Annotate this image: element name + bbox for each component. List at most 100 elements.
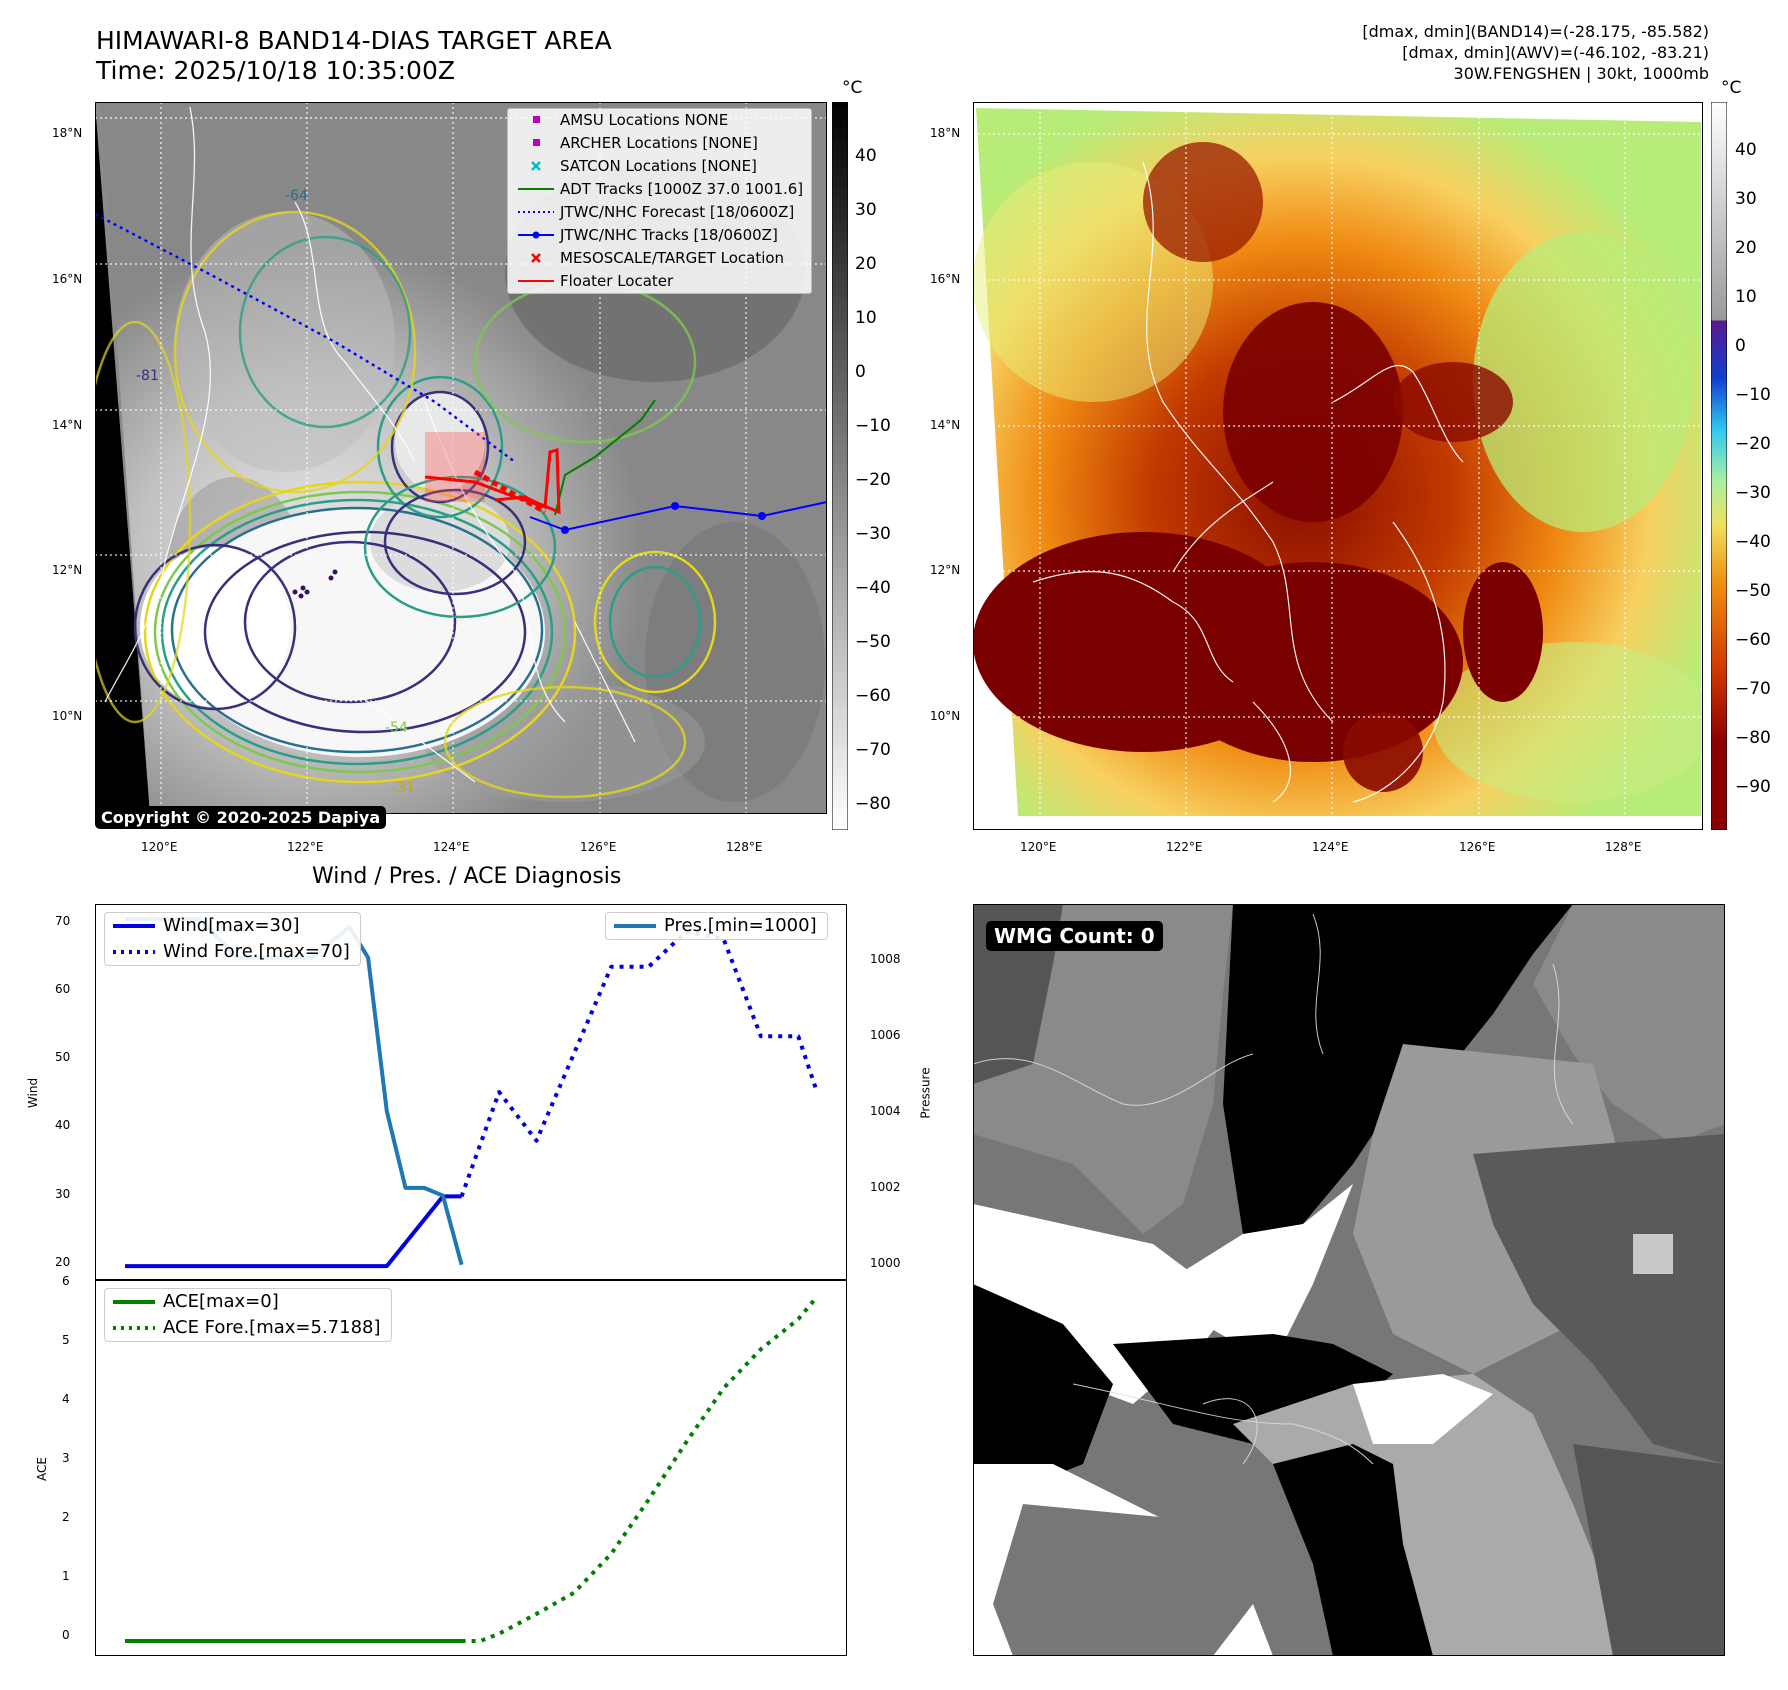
dotted-line-icon bbox=[113, 1326, 155, 1330]
info-band14: [dmax, dmin](BAND14)=(-28.175, -85.582) bbox=[1362, 22, 1709, 41]
pressure-ytick: 1000 bbox=[870, 1256, 901, 1270]
ace-ytick: 2 bbox=[62, 1510, 70, 1524]
wv-cb-tick: −90 bbox=[1735, 777, 1771, 797]
ir-cb-tick: −20 bbox=[855, 470, 891, 490]
ir-cb-tick: −30 bbox=[855, 524, 891, 544]
ir-cb-tick: −40 bbox=[855, 578, 891, 598]
wind-legend: Wind[max=30] Wind Fore.[max=70] bbox=[104, 912, 361, 966]
ace-ytick: 5 bbox=[62, 1333, 70, 1347]
diagnosis-title: Wind / Pres. / ACE Diagnosis bbox=[312, 864, 622, 889]
plot-frame bbox=[95, 1280, 847, 1656]
wv-lon-tick: 120°E bbox=[1020, 840, 1057, 854]
figure-title: HIMAWARI-8 BAND14-DIAS TARGET AREA bbox=[96, 26, 612, 55]
legend-item-satcon: SATCON Locations [NONE] bbox=[508, 155, 811, 178]
wv-lon-tick: 126°E bbox=[1459, 840, 1496, 854]
dotted-line-icon bbox=[518, 211, 554, 213]
wv-cb-tick: −80 bbox=[1735, 728, 1771, 748]
ir-lon-tick: 122°E bbox=[287, 840, 324, 854]
legend-item-floater: Floater Locater bbox=[508, 270, 811, 293]
ir-lat-tick: 12°N bbox=[52, 563, 83, 577]
info-awv: [dmax, dmin](AWV)=(-46.102, -83.21) bbox=[1402, 43, 1709, 62]
solid-line-icon bbox=[113, 924, 155, 928]
ir-contour-label-81: -81 bbox=[136, 368, 159, 384]
wv-lon-tick: 122°E bbox=[1166, 840, 1203, 854]
square-marker-icon bbox=[533, 116, 540, 123]
pressure-ytick: 1002 bbox=[870, 1180, 901, 1194]
ir-colorbar-unit: °C bbox=[842, 78, 863, 98]
wv-cb-tick: 0 bbox=[1735, 336, 1746, 356]
wv-lat-tick: 12°N bbox=[930, 563, 961, 577]
copyright-badge: Copyright © 2020-2025 Dapiya bbox=[95, 806, 387, 829]
legend-item-ace: ACE[max=0] bbox=[105, 1289, 391, 1315]
wv-lon-tick: 128°E bbox=[1605, 840, 1642, 854]
ir-cb-tick: −50 bbox=[855, 632, 891, 652]
wv-cb-tick: −70 bbox=[1735, 679, 1771, 699]
legend-item-jtwc-tracks: JTWC/NHC Tracks [18/0600Z] bbox=[508, 224, 811, 247]
square-marker-icon bbox=[533, 139, 540, 146]
ir-contour-label-31: -31 bbox=[392, 780, 415, 796]
ir-lon-tick: 124°E bbox=[433, 840, 470, 854]
wind-ytick: 30 bbox=[55, 1187, 71, 1201]
ace-legend: ACE[max=0] ACE Fore.[max=5.7188] bbox=[104, 1288, 392, 1342]
ir-lat-tick: 18°N bbox=[52, 126, 83, 140]
ir-cb-tick: 40 bbox=[855, 146, 877, 166]
ir-legend: AMSU Locations NONE ARCHER Locations [NO… bbox=[507, 108, 813, 294]
ir-map bbox=[95, 102, 827, 814]
wind-ytick: 50 bbox=[55, 1050, 71, 1064]
wmg-map bbox=[973, 904, 1725, 1656]
figure-time: Time: 2025/10/18 10:35:00Z bbox=[96, 56, 455, 85]
x-marker-icon bbox=[531, 253, 541, 263]
legend-item-wind: Wind[max=30] bbox=[105, 913, 360, 939]
wv-cb-tick: −20 bbox=[1735, 434, 1771, 454]
ace-ytick: 1 bbox=[62, 1569, 70, 1583]
ir-contour-label-54: -54 bbox=[385, 720, 408, 736]
ace-ytick: 6 bbox=[62, 1274, 70, 1288]
solid-line-icon bbox=[113, 1300, 155, 1304]
ir-lat-tick: 14°N bbox=[52, 418, 83, 432]
wmg-count-badge: WMG Count: 0 bbox=[986, 921, 1163, 951]
pressure-ytick: 1004 bbox=[870, 1104, 901, 1118]
plot-frame bbox=[95, 904, 847, 1280]
series-line-1 bbox=[461, 1295, 819, 1643]
x-marker-icon bbox=[531, 161, 541, 171]
ace-chart bbox=[95, 1280, 847, 1656]
wv-cb-tick: −10 bbox=[1735, 385, 1771, 405]
ir-lon-tick: 120°E bbox=[141, 840, 178, 854]
ir-cb-tick: −10 bbox=[855, 416, 891, 436]
legend-item-pressure: Pres.[min=1000] bbox=[606, 913, 827, 939]
wv-cb-tick: 20 bbox=[1735, 238, 1757, 258]
wv-cb-tick: 30 bbox=[1735, 189, 1757, 209]
ir-cb-tick: 0 bbox=[855, 362, 866, 382]
pressure-legend: Pres.[min=1000] bbox=[605, 912, 828, 940]
ace-ylabel: ACE bbox=[34, 1457, 49, 1481]
ir-cb-tick: 30 bbox=[855, 200, 877, 220]
wv-lat-tick: 16°N bbox=[930, 272, 961, 286]
wind-ytick: 60 bbox=[55, 982, 71, 996]
legend-item-jtwc-forecast: JTWC/NHC Forecast [18/0600Z] bbox=[508, 201, 811, 224]
ir-contour-label-64: -64 bbox=[285, 188, 308, 204]
legend-item-target: MESOSCALE/TARGET Location bbox=[508, 247, 811, 270]
wv-cb-tick: 40 bbox=[1735, 140, 1757, 160]
ace-ytick: 0 bbox=[62, 1628, 70, 1642]
ir-lon-tick: 128°E bbox=[726, 840, 763, 854]
ir-lat-tick: 16°N bbox=[52, 272, 83, 286]
wv-lat-tick: 10°N bbox=[930, 709, 961, 723]
pressure-ytick: 1006 bbox=[870, 1028, 901, 1042]
ir-cb-tick: 20 bbox=[855, 254, 877, 274]
ace-ytick: 3 bbox=[62, 1451, 70, 1465]
ir-cb-tick: −80 bbox=[855, 794, 891, 814]
wv-lat-tick: 14°N bbox=[930, 418, 961, 432]
series-line-0 bbox=[125, 1194, 462, 1269]
wind-pressure-chart bbox=[95, 904, 847, 1280]
wv-colorbar bbox=[1711, 102, 1727, 830]
info-storm: 30W.FENGSHEN | 30kt, 1000mb bbox=[1453, 64, 1709, 83]
wind-ytick: 70 bbox=[55, 914, 71, 928]
line-marker-icon bbox=[518, 280, 554, 282]
ace-ytick: 4 bbox=[62, 1392, 70, 1406]
wv-colorbar-unit: °C bbox=[1721, 78, 1742, 98]
legend-item-adt: ADT Tracks [1000Z 37.0 1001.6] bbox=[508, 178, 811, 201]
line-marker-icon bbox=[518, 188, 554, 190]
series-line-1 bbox=[459, 929, 819, 1198]
legend-item-archer: ARCHER Locations [NONE] bbox=[508, 132, 811, 155]
wind-ylabel: Wind bbox=[26, 1077, 41, 1109]
